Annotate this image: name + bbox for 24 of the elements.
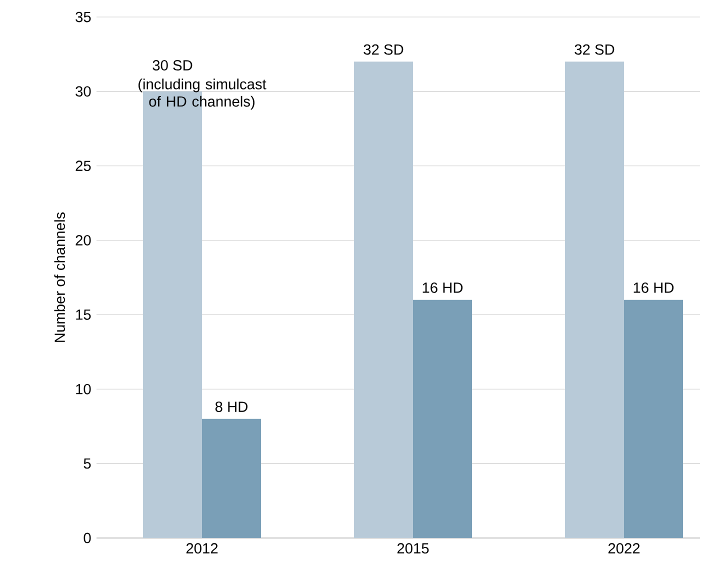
data-label: 8 HD: [215, 402, 248, 412]
y-axis-title: Number of channels: [54, 212, 66, 342]
y-tick-label: 10: [76, 384, 91, 394]
y-tick-label: 35: [76, 12, 91, 22]
annotation: (including simulcast of HD channels): [138, 78, 266, 110]
data-label: 32 SD: [364, 44, 404, 55]
y-tick-label: 30: [76, 86, 91, 97]
bar: [624, 300, 683, 538]
data-label: 32 SD: [574, 44, 614, 55]
bar: [565, 62, 624, 538]
y-tick-label: 0: [84, 532, 91, 544]
data-label: 30 SD: [152, 60, 192, 71]
bar: [354, 62, 414, 538]
x-tick-label: 2015: [397, 543, 429, 554]
x-tick-label: 2012: [186, 543, 218, 554]
x-tick-label: 2022: [608, 543, 640, 554]
y-tick-label: 5: [84, 458, 91, 469]
data-label: 16 HD: [422, 282, 463, 293]
data-label: 16 HD: [634, 282, 674, 293]
y-tick-label: 20: [76, 235, 91, 246]
bar: [413, 300, 472, 538]
y-tick-label: 15: [76, 310, 91, 320]
bar: [202, 418, 262, 538]
y-tick-label: 25: [76, 160, 91, 172]
